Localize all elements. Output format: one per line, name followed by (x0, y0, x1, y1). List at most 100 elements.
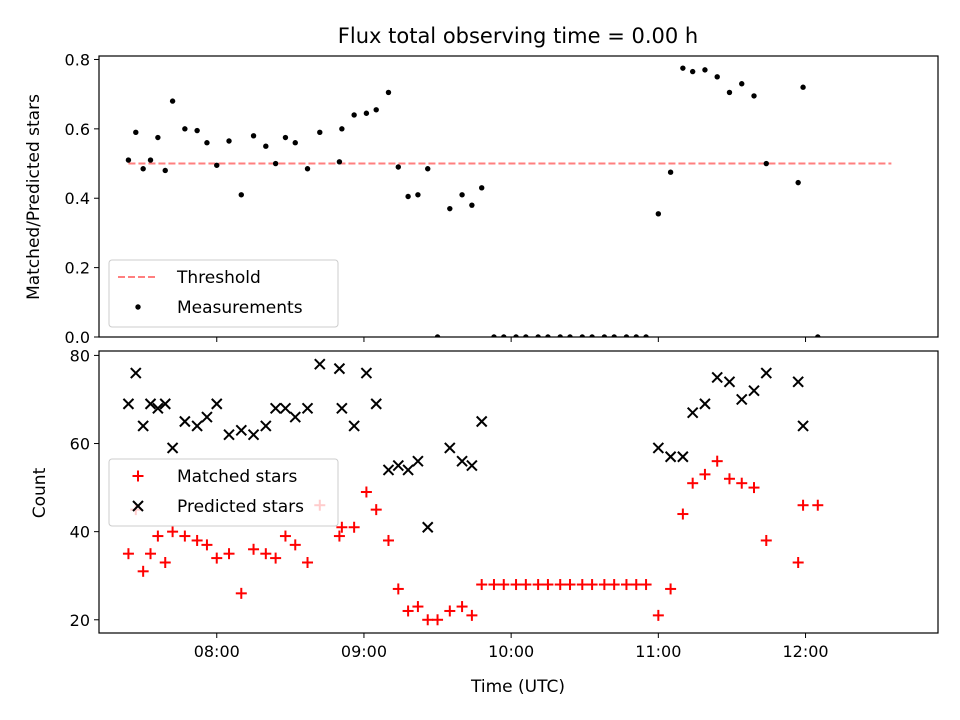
data-point (586, 579, 598, 591)
data-point (301, 402, 314, 414)
data-point (351, 112, 357, 118)
data-point (564, 579, 576, 591)
data-point (608, 579, 620, 591)
data-point (466, 459, 478, 472)
data-point (554, 579, 566, 591)
data-point (665, 583, 677, 595)
data-point (479, 185, 485, 191)
data-point (476, 579, 488, 591)
data-point (137, 565, 149, 577)
data-point (498, 579, 510, 591)
data-point (140, 166, 146, 172)
data-point (652, 609, 664, 621)
data-point (412, 601, 424, 613)
data-point (523, 334, 529, 337)
data-point (317, 129, 323, 136)
data-point (589, 334, 595, 337)
data-point (333, 530, 345, 542)
data-point (392, 583, 404, 595)
data-point (405, 193, 411, 200)
data-point (145, 548, 157, 560)
data-point (201, 539, 213, 551)
legend: Threshold Measurements (108, 259, 339, 328)
legend-box (108, 259, 339, 328)
data-point (336, 521, 348, 533)
data-point (815, 334, 821, 337)
data-point (382, 464, 395, 476)
data-point (579, 334, 585, 337)
data-point (736, 393, 748, 406)
data-point (711, 455, 723, 467)
data-point (510, 579, 522, 591)
data-point (412, 455, 424, 467)
data-point (152, 530, 164, 542)
data-point (179, 530, 191, 542)
legend-label: Matched stars (177, 467, 297, 487)
data-point (699, 468, 711, 480)
data-point (640, 579, 652, 591)
series-predicted-stars (122, 358, 809, 533)
data-point (159, 398, 171, 410)
data-point (402, 464, 414, 476)
data-point (238, 192, 244, 198)
data-point (250, 133, 257, 139)
data-point (664, 451, 677, 463)
data-point (444, 442, 456, 454)
data-point (760, 534, 772, 546)
data-point (466, 609, 478, 621)
data-point (542, 579, 554, 591)
ratio-panel: Flux total observing time = 0.00 h 0.00.… (24, 24, 939, 347)
data-point (434, 334, 441, 337)
data-point (792, 376, 804, 388)
data-point (348, 420, 360, 432)
data-point (643, 334, 649, 337)
data-point (736, 477, 748, 489)
data-point (370, 398, 382, 410)
data-point (723, 376, 736, 388)
data-point (169, 98, 176, 104)
data-point (557, 334, 563, 337)
chart-title: Flux total observing time = 0.00 h (338, 24, 698, 48)
data-point (270, 552, 282, 564)
data-point (469, 202, 475, 208)
data-point (248, 543, 260, 555)
legend: Matched stars Predicted stars (108, 458, 339, 527)
data-point (214, 162, 220, 168)
data-point (513, 334, 519, 337)
y-tick-label: 0.8 (65, 50, 90, 69)
data-point (748, 482, 760, 494)
y-tick-label: 0.2 (65, 259, 90, 278)
data-point (812, 499, 824, 511)
data-point (289, 539, 301, 551)
x-tick-label: 09:00 (341, 642, 387, 661)
legend-box (108, 458, 339, 527)
data-point (425, 166, 431, 172)
x-tick-label: 10:00 (488, 642, 534, 661)
data-point (260, 548, 272, 560)
data-point (182, 126, 188, 132)
x-tick-label: 12:00 (782, 642, 828, 661)
data-point (611, 334, 617, 337)
y-tick-label: 60 (70, 435, 90, 454)
data-point (760, 367, 772, 379)
data-point (576, 579, 588, 591)
data-point (532, 579, 544, 591)
data-point (630, 579, 642, 591)
data-point (235, 587, 247, 599)
data-point (392, 459, 404, 472)
data-point (655, 211, 662, 217)
axes-frame (98, 350, 939, 634)
data-point (620, 579, 632, 591)
data-point (601, 334, 608, 337)
data-point (567, 334, 573, 337)
data-point (723, 473, 735, 485)
data-point (263, 143, 269, 149)
data-point (179, 415, 191, 428)
data-point (133, 129, 139, 136)
data-point (444, 605, 456, 617)
data-point (191, 534, 203, 546)
data-point (687, 477, 699, 489)
data-point (373, 107, 379, 113)
data-point (292, 140, 298, 146)
data-point (152, 402, 164, 414)
